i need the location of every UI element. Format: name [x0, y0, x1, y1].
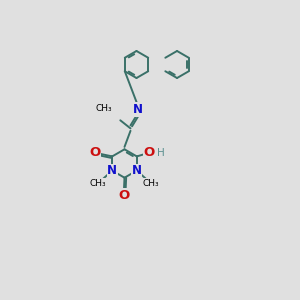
Text: O: O	[89, 146, 100, 159]
Text: O: O	[118, 189, 129, 202]
Text: N: N	[133, 103, 143, 116]
Text: O: O	[144, 146, 155, 159]
Text: CH₃: CH₃	[96, 104, 112, 113]
Text: CH₃: CH₃	[143, 179, 160, 188]
Text: H: H	[157, 148, 165, 158]
Text: CH₃: CH₃	[89, 179, 106, 188]
Text: N: N	[107, 164, 117, 177]
Text: N: N	[132, 164, 142, 177]
